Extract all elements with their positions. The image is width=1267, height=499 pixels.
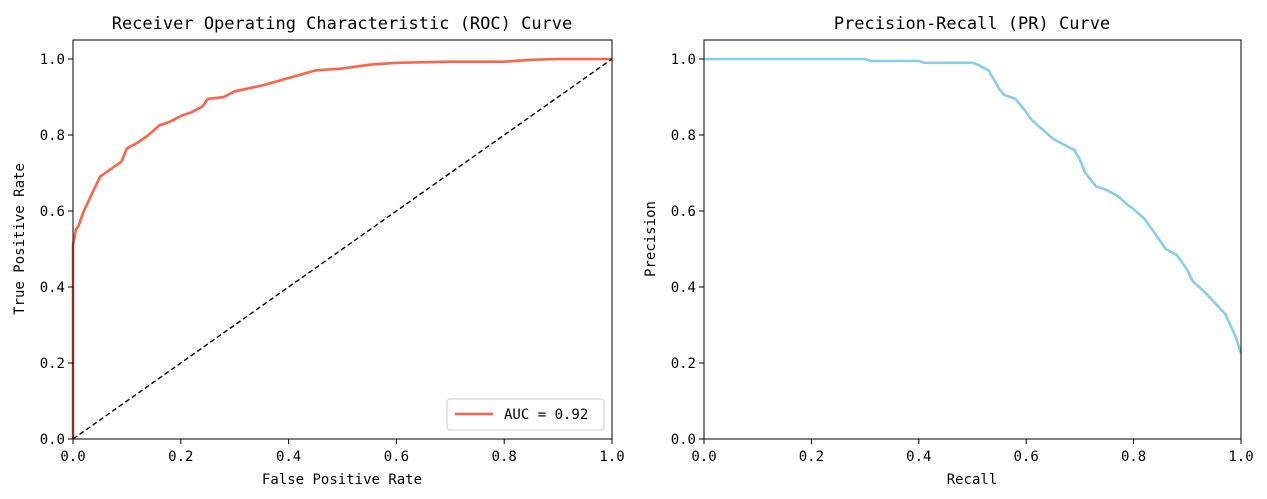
pr-y-tick-label: 0.2 [671, 356, 696, 372]
roc-x-axis-label: False Positive Rate [262, 472, 422, 488]
pr-x-tick-label: 0.2 [799, 449, 824, 465]
roc-x-tick-label: 1.0 [599, 449, 624, 465]
roc-marks [71, 57, 613, 440]
roc-y-tick-label: 0.8 [40, 128, 65, 144]
roc-x-tick-label: 0.0 [60, 449, 85, 465]
pr-axes-frame [703, 39, 1242, 440]
roc-y-axis-label: True Positive Rate [12, 163, 28, 315]
roc-legend: AUC = 0.92 [446, 398, 605, 431]
roc-x-tick-label: 0.4 [276, 449, 301, 465]
pr-y-tick-label: 0.6 [671, 204, 696, 220]
roc-series-line-0 [71, 57, 612, 439]
pr-y-tick-label: 0.8 [671, 128, 696, 144]
pr-x-tick-label: 0.4 [906, 449, 931, 465]
roc-x-tick-label: 0.8 [492, 449, 517, 465]
roc-x-tick-label: 0.6 [384, 449, 409, 465]
pr-x-tick-label: 0.6 [1014, 449, 1039, 465]
roc-x-tick-label: 0.2 [168, 449, 193, 465]
pr-y-tick-label: 0.0 [671, 432, 696, 448]
roc-y-tick-label: 0.2 [40, 356, 65, 372]
roc-ticks: 0.0 0.2 0.4 0.6 0.8 1.0 0.0 0.2 0.4 0.6 0.8 1.0 [40, 52, 625, 465]
pr-x-tick-label: 0.8 [1121, 449, 1146, 465]
roc-y-tick-label: 0.4 [40, 280, 65, 296]
roc-y-tick-label: 0.0 [40, 432, 65, 448]
pr-panel: Precision-Recall (PR) Curve 0.0 0.2 0.4 0.6… [643, 14, 1254, 488]
pr-x-tick-label: 1.0 [1228, 449, 1253, 465]
roc-y-tick-label: 0.6 [40, 204, 65, 220]
roc-legend-label: AUC = 0.92 [504, 407, 588, 423]
pr-marks [704, 57, 1243, 354]
pr-ticks: 0.0 0.2 0.4 0.6 0.8 1.0 0.0 0.2 0.4 0.6 0.8 1.0 [671, 52, 1254, 465]
roc-panel: Receiver Operating Characteristic (ROC) … [12, 14, 625, 488]
roc-legend-box [446, 398, 605, 431]
roc-title: Receiver Operating Characteristic (ROC) … [112, 14, 573, 34]
roc-series-line-1 [72, 58, 613, 440]
pr-x-tick-label: 0.0 [691, 449, 716, 465]
roc-axes-frame [72, 39, 613, 440]
pr-y-axis-label: Precision [643, 201, 659, 277]
pr-y-tick-label: 0.4 [671, 280, 696, 296]
pr-x-axis-label: Recall [947, 472, 998, 488]
pr-title: Precision-Recall (PR) Curve [834, 14, 1110, 34]
pr-series-line-0 [704, 57, 1243, 354]
pr-y-tick-label: 1.0 [671, 52, 696, 68]
roc-y-tick-label: 1.0 [40, 52, 65, 68]
